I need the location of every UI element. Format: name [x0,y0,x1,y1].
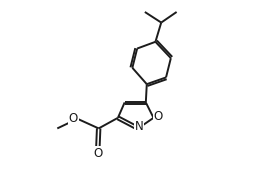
Text: O: O [93,147,102,160]
Text: O: O [69,112,78,125]
Text: N: N [135,120,143,133]
Text: O: O [154,110,163,123]
